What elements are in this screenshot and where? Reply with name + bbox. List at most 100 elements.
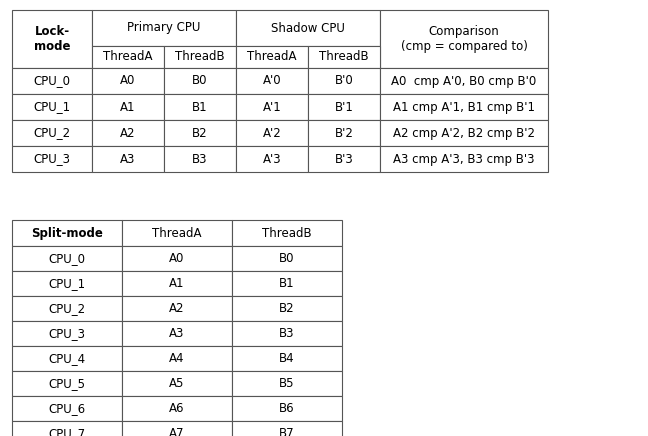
Bar [122,396,232,421]
Bar [380,10,548,68]
Text: B'0: B'0 [334,75,353,88]
Text: CPU_2: CPU_2 [49,302,86,315]
Text: A'2: A'2 [262,126,281,140]
Bar [236,68,308,94]
Bar [92,10,236,46]
Text: B4: B4 [279,352,295,365]
Text: CPU_0: CPU_0 [34,75,71,88]
Text: B7: B7 [279,427,295,436]
Bar [122,271,232,296]
Bar [12,396,122,421]
Text: A2: A2 [169,302,185,315]
Text: B0: B0 [279,252,295,265]
Bar [12,246,122,271]
Bar [12,10,92,68]
Bar [12,421,122,436]
Bar [380,68,548,94]
Text: B3: B3 [192,153,208,166]
Text: A3: A3 [169,327,185,340]
Bar [380,120,548,146]
Text: B'1: B'1 [334,101,353,113]
Text: B2: B2 [279,302,295,315]
Text: Lock-
mode: Lock- mode [34,25,70,53]
Text: B2: B2 [192,126,208,140]
Bar [232,421,342,436]
Bar [164,46,236,68]
Bar [232,246,342,271]
Text: Primary CPU: Primary CPU [127,21,201,34]
Bar [308,94,380,120]
Bar [236,146,308,172]
Text: A1: A1 [121,101,135,113]
Bar [308,46,380,68]
Text: A3: A3 [121,153,135,166]
Text: A2 cmp A'2, B2 cmp B'2: A2 cmp A'2, B2 cmp B'2 [393,126,535,140]
Bar [232,346,342,371]
Text: A2: A2 [121,126,135,140]
Text: A3 cmp A'3, B3 cmp B'3: A3 cmp A'3, B3 cmp B'3 [393,153,535,166]
Bar [308,120,380,146]
Bar [380,146,548,172]
Text: A5: A5 [169,377,185,390]
Bar [232,296,342,321]
Text: CPU_7: CPU_7 [49,427,86,436]
Text: CPU_5: CPU_5 [49,377,86,390]
Bar [122,220,232,246]
Bar [232,271,342,296]
Bar [232,321,342,346]
Text: A4: A4 [169,352,185,365]
Bar [236,94,308,120]
Bar [92,46,164,68]
Text: B5: B5 [279,377,295,390]
Bar [12,271,122,296]
Text: ThreadB: ThreadB [262,226,312,239]
Bar [92,94,164,120]
Bar [12,371,122,396]
Bar [236,120,308,146]
Text: CPU_0: CPU_0 [49,252,86,265]
Bar [164,146,236,172]
Bar [232,396,342,421]
Bar [92,146,164,172]
Text: B'2: B'2 [334,126,353,140]
Text: Comparison
(cmp = compared to): Comparison (cmp = compared to) [400,25,527,53]
Text: Split-mode: Split-mode [31,226,103,239]
Text: A'0: A'0 [262,75,281,88]
Text: CPU_4: CPU_4 [49,352,86,365]
Text: A7: A7 [169,427,185,436]
Bar [236,10,380,46]
Bar [308,146,380,172]
Bar [12,321,122,346]
Bar [12,146,92,172]
Bar [12,296,122,321]
Bar [12,94,92,120]
Text: B1: B1 [279,277,295,290]
Bar [12,120,92,146]
Text: A0: A0 [169,252,185,265]
Bar [92,68,164,94]
Text: ThreadB: ThreadB [319,51,369,64]
Text: CPU_2: CPU_2 [34,126,71,140]
Bar [12,220,122,246]
Text: B'3: B'3 [334,153,353,166]
Text: CPU_3: CPU_3 [34,153,71,166]
Bar [122,371,232,396]
Text: A'3: A'3 [262,153,281,166]
Bar [92,120,164,146]
Text: CPU_1: CPU_1 [49,277,86,290]
Text: CPU_3: CPU_3 [49,327,86,340]
Text: ThreadA: ThreadA [248,51,297,64]
Bar [122,296,232,321]
Bar [122,421,232,436]
Bar [122,346,232,371]
Text: B0: B0 [192,75,208,88]
Bar [164,94,236,120]
Text: B6: B6 [279,402,295,415]
Bar [164,68,236,94]
Text: A1 cmp A'1, B1 cmp B'1: A1 cmp A'1, B1 cmp B'1 [393,101,535,113]
Text: Shadow CPU: Shadow CPU [271,21,345,34]
Text: CPU_6: CPU_6 [49,402,86,415]
Bar [232,220,342,246]
Text: B3: B3 [279,327,295,340]
Text: A6: A6 [169,402,185,415]
